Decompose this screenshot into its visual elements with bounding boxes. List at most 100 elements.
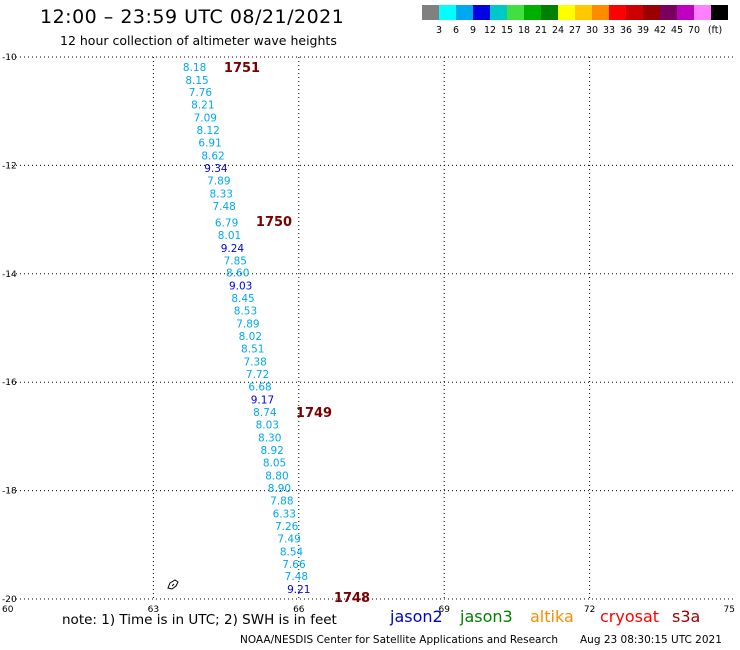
pass-time-label: 1748	[334, 591, 370, 606]
wave-height-value: 8.03	[256, 419, 279, 431]
footer-note: note: 1) Time is in UTC; 2) SWH is in fe…	[62, 612, 337, 628]
legend-label: 3	[435, 25, 443, 36]
wave-height-value: 9.03	[229, 281, 252, 293]
lat-tick-label: -20	[2, 595, 17, 605]
lon-tick-label: 72	[584, 605, 595, 615]
wave-height-value: 8.51	[241, 344, 264, 356]
pass-time-label: 1750	[256, 215, 292, 230]
wave-height-value: 8.21	[191, 100, 214, 112]
generated-timestamp: Aug 23 08:30:15 UTC 2021	[580, 634, 722, 646]
island-coastline	[167, 579, 179, 590]
wave-height-value: 7.85	[224, 255, 247, 267]
lat-tick-label: -10	[2, 53, 17, 63]
legend-swatch	[660, 5, 677, 20]
satellite-name: cryosat	[600, 607, 660, 626]
wave-height-value: 8.62	[201, 151, 224, 163]
wave-height-value: 7.88	[270, 495, 293, 507]
legend-label: 39	[636, 25, 650, 36]
wave-height-value: 8.05	[263, 457, 286, 469]
lon-tick-label: 60	[2, 605, 14, 615]
wave-height-value: 6.33	[273, 508, 296, 520]
wave-height-value: 8.60	[226, 268, 249, 280]
wave-height-value: 7.09	[194, 113, 217, 125]
wave-height-value: 9.34	[204, 163, 228, 175]
wave-height-value: 7.48	[212, 201, 235, 213]
wave-height-value: 6.91	[198, 138, 221, 150]
legend-unit: (ft)	[707, 25, 723, 36]
wave-height-value: 8.80	[265, 470, 288, 482]
map-title: 12:00 – 23:59 UTC 08/21/2021	[40, 6, 345, 28]
legend-label: 24	[551, 25, 565, 36]
map-subtitle: 12 hour collection of altimeter wave hei…	[60, 33, 337, 48]
legend-swatch	[422, 5, 439, 20]
axis-ticks: 60 63 66 69 72 75 -10 -12 -14 -16 -18 -20	[2, 53, 735, 615]
legend-swatch	[626, 5, 643, 20]
legend-swatch	[456, 5, 473, 20]
legend-label: 42	[653, 25, 667, 36]
wave-height-value: 8.92	[260, 445, 283, 457]
legend-swatch	[541, 5, 558, 20]
wave-height-value: 7.26	[275, 521, 299, 533]
wave-height-value: 8.54	[280, 546, 304, 558]
credit-line: NOAA/NESDIS Center for Satellite Applica…	[240, 634, 558, 646]
legend-label: 45	[670, 25, 684, 36]
wave-height-value: 7.38	[243, 357, 266, 369]
legend-label: 6	[452, 25, 460, 36]
legend-label: 18	[517, 25, 531, 36]
legend-label: 15	[500, 25, 514, 36]
lon-tick-label: 63	[148, 605, 159, 615]
wave-height-value: 9.17	[251, 395, 274, 407]
legend-label: 36	[619, 25, 633, 36]
legend-label: 9	[469, 25, 477, 36]
legend-swatch	[575, 5, 592, 20]
legend-swatch	[473, 5, 490, 20]
lat-lon-grid	[8, 56, 735, 600]
pass-time-label: 1751	[224, 61, 260, 76]
lon-tick-label: 75	[724, 605, 735, 615]
wave-height-value: 8.12	[196, 125, 219, 137]
legend-swatch	[711, 5, 728, 20]
wave-height-value: 8.45	[231, 293, 254, 305]
legend-label: 12	[483, 25, 497, 36]
lon-tick-label: 66	[293, 605, 305, 615]
wave-height-value: 7.72	[246, 369, 269, 381]
legend-swatch	[524, 5, 541, 20]
legend-swatch	[609, 5, 626, 20]
legend-label: 33	[602, 25, 616, 36]
wave-height-value: 7.49	[277, 533, 300, 545]
lon-tick-label: 69	[438, 605, 450, 615]
lat-tick-label: -18	[2, 487, 17, 497]
wave-height-value: 8.33	[210, 189, 233, 201]
satellite-name: jason2	[390, 607, 443, 626]
wave-height-value: 9.24	[221, 243, 245, 255]
pass-time-label: 1749	[296, 406, 332, 421]
wave-height-value: 7.48	[285, 571, 308, 583]
wave-height-value: 9.21	[287, 584, 310, 596]
wave-height-value: 8.53	[234, 306, 257, 318]
legend-label: 21	[534, 25, 548, 36]
legend-label: 70	[687, 25, 701, 36]
satellite-name: s3a	[672, 607, 701, 626]
satellite-name: altika	[530, 607, 574, 626]
legend-label: 30	[585, 25, 599, 36]
wave-height-value: 7.89	[207, 176, 230, 188]
lat-tick-label: -12	[2, 161, 17, 171]
legend-swatch	[694, 5, 711, 20]
legend-swatch	[439, 5, 456, 20]
satellite-name: jason3	[460, 607, 513, 626]
legend-swatch	[677, 5, 694, 20]
legend-swatch	[558, 5, 575, 20]
wave-height-value: 8.74	[253, 407, 277, 419]
pass-time-labels: 1751 1750 1749 1748	[224, 61, 370, 606]
legend-swatch	[490, 5, 507, 20]
wave-height-value: 6.68	[248, 382, 271, 394]
wave-height-value: 6.79	[215, 217, 238, 229]
wave-height-value: 8.01	[218, 230, 241, 242]
legend-swatch	[507, 5, 524, 20]
wave-height-value: 8.18	[183, 62, 206, 74]
wave-height-value: 7.89	[236, 319, 259, 331]
legend-swatch	[592, 5, 609, 20]
legend-label: 27	[568, 25, 582, 36]
wave-height-value: 8.02	[239, 331, 262, 343]
